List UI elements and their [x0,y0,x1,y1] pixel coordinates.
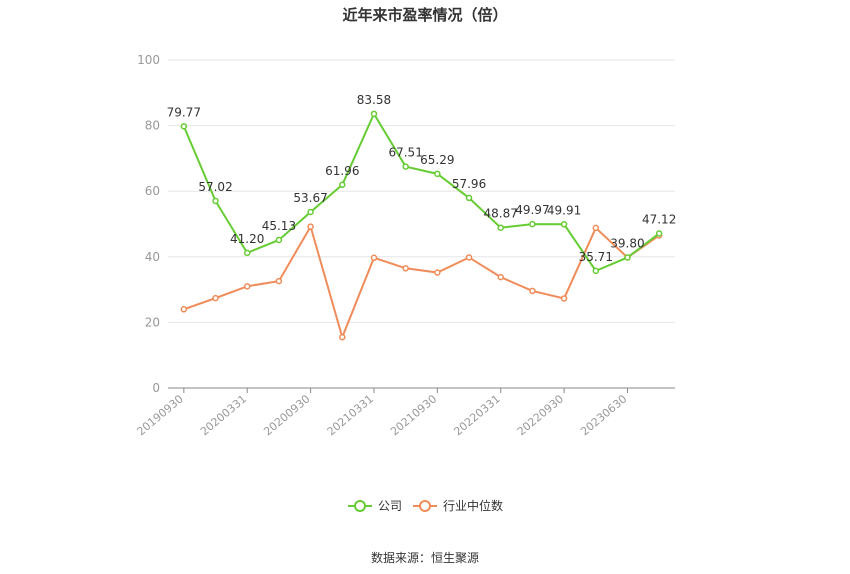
x-tick-label: 20210930 [388,392,439,438]
legend-label: 公司 [378,499,402,513]
data-point[interactable] [212,197,219,205]
legend-label: 行业中位数 [443,498,503,513]
x-axis: 20190930 20200331 20200930 20210331 20210930… [135,387,675,438]
data-label: 67.51 [388,146,422,160]
data-point[interactable] [465,254,473,261]
chart-title: 近年来市盈率情况（倍） [342,6,507,24]
x-tick-label: 20210331 [325,392,376,438]
data-point[interactable] [560,221,568,228]
data-label: 53.67 [293,191,327,205]
data-point[interactable] [243,249,251,257]
data-point[interactable] [243,283,251,290]
data-point[interactable] [434,269,441,276]
data-point[interactable] [307,223,314,230]
data-label: 49.97 [515,203,549,217]
data-label: 35.71 [579,250,613,264]
data-point[interactable] [592,224,600,232]
series-line-1 [183,224,660,341]
data-point[interactable] [275,277,283,285]
series-layer [180,110,663,341]
data-point[interactable] [180,306,188,313]
y-tick-label: 40 [145,250,160,264]
data-point[interactable] [370,110,378,118]
data-point[interactable] [307,208,314,216]
data-point[interactable] [592,267,600,275]
data-point[interactable] [624,254,631,261]
data-label: 57.96 [452,177,486,191]
data-point[interactable] [275,236,283,244]
x-tick-label: 20200930 [261,392,312,438]
grid [168,59,675,323]
data-label: 57.02 [198,180,232,194]
y-tick-label: 80 [145,119,160,133]
data-point[interactable] [465,194,473,202]
data-label: 83.58 [357,93,391,107]
x-tick-label: 20190930 [135,392,186,438]
data-point[interactable] [655,230,663,237]
x-tick-label: 20220930 [515,392,566,438]
data-point[interactable] [434,170,441,178]
legend-marker-icon [419,500,431,512]
data-point[interactable] [402,163,409,170]
data-label: 61.96 [325,164,359,178]
data-point[interactable] [180,123,188,130]
data-label: 79.77 [167,105,201,119]
data-label: 48.87 [484,207,518,221]
legend-item-0[interactable]: 公司 [348,499,402,513]
y-tick-label: 20 [145,315,160,329]
data-label: 65.29 [420,153,454,167]
data-point[interactable] [370,254,378,262]
data-point[interactable] [529,220,536,228]
data-label: 39.80 [610,236,644,250]
x-tick-label: 20220331 [451,392,502,438]
data-label: 45.13 [262,219,296,233]
source-note: 数据来源：恒生聚源 [371,550,479,565]
y-axis: 0 20 40 60 80 100 [137,53,160,395]
data-point[interactable] [212,294,219,302]
legend-marker-icon [354,500,366,512]
series-line-0 [182,111,660,273]
data-point[interactable] [497,273,504,281]
data-point[interactable] [560,295,568,302]
data-point[interactable] [339,181,346,189]
legend[interactable]: 公司 行业中位数 [348,498,503,513]
data-label: 49.91 [547,203,581,217]
y-tick-label: 100 [137,53,160,67]
x-tick-label: 20230630 [578,392,629,438]
data-point[interactable] [402,265,409,272]
data-point[interactable] [339,333,346,341]
x-tick-label: 20200331 [198,392,249,438]
data-point[interactable] [529,287,536,295]
y-tick-label: 0 [152,381,160,395]
data-point[interactable] [497,224,504,231]
legend-item-1[interactable]: 行业中位数 [413,498,503,513]
data-label: 47.12 [642,212,676,226]
y-tick-label: 60 [145,184,160,198]
data-label: 41.20 [230,232,264,246]
